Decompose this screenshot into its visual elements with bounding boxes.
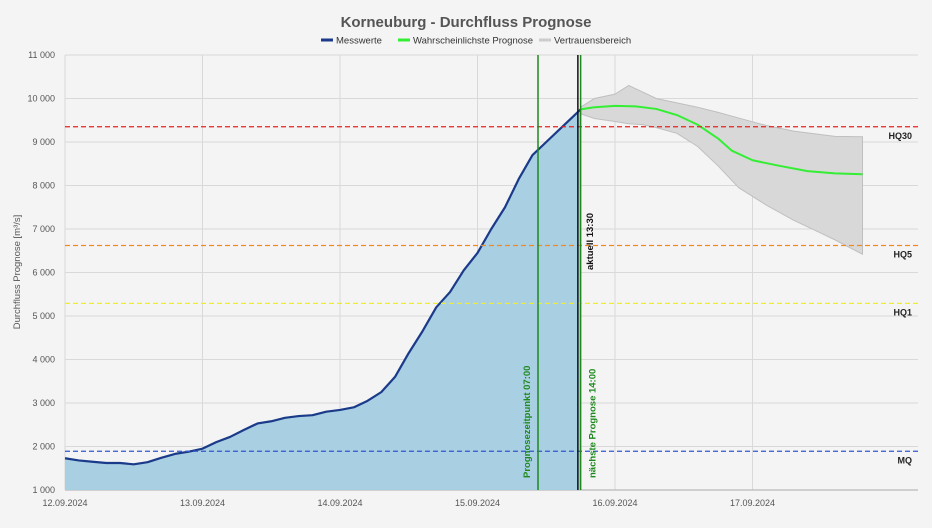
y-tick-label: 6 000: [32, 268, 55, 278]
y-tick-label: 10 000: [27, 94, 55, 104]
x-tick-label: 17.09.2024: [730, 498, 775, 508]
vertical-marker-label: Prognosezeitpunkt 07:00: [522, 366, 533, 478]
threshold-label: HQ5: [893, 250, 912, 260]
legend: Messwerte Wahrscheinlichste Prognose Vertr…: [321, 36, 631, 47]
x-tick-label: 16.09.2024: [592, 498, 637, 508]
y-tick-label: 4 000: [32, 355, 55, 365]
measured-area: [65, 109, 581, 490]
vertical-marker-label: aktuell 13:30: [585, 213, 596, 270]
y-axis-label: Durchfluss Prognose [m³/s]: [12, 215, 23, 330]
threshold-label: HQ1: [893, 307, 912, 317]
threshold-lines: HQ30 HQ5 HQ1 MQ: [65, 126, 918, 465]
y-tick-label: 9 000: [32, 137, 55, 147]
threshold-label: MQ: [898, 455, 913, 465]
y-tick-label: 7 000: [32, 224, 55, 234]
legend-label: Vertrauensbereich: [554, 36, 631, 47]
y-tick-label: 8 000: [32, 181, 55, 191]
confidence-band: [580, 84, 863, 256]
legend-label: Wahrscheinlichste Prognose: [413, 36, 533, 47]
y-axis: 1 000 2 000 3 000 4 000 5 000 6 000 7 000 8 000…: [27, 50, 55, 495]
legend-item: Messwerte: [321, 36, 382, 47]
x-tick-label: 12.09.2024: [42, 498, 87, 508]
y-tick-label: 1 000: [32, 485, 55, 495]
y-tick-label: 5 000: [32, 311, 55, 321]
vertical-marker-label: nächste Prognose 14:00: [588, 369, 599, 478]
threshold-label: HQ30: [888, 131, 912, 141]
legend-label: Messwerte: [336, 36, 382, 47]
x-tick-label: 15.09.2024: [455, 498, 500, 508]
x-tick-label: 14.09.2024: [317, 498, 362, 508]
measured-line: [64, 108, 582, 466]
vertical-markers: Prognosezeitpunkt 07:00 aktuell 13:30 näch…: [522, 55, 599, 490]
forecast-line: [580, 104, 863, 176]
y-tick-label: 2 000: [32, 442, 55, 452]
legend-item: Wahrscheinlichste Prognose: [398, 36, 533, 47]
x-tick-label: 13.09.2024: [180, 498, 225, 508]
legend-item: Vertrauensbereich: [539, 36, 631, 47]
plot-area: [64, 84, 863, 490]
y-tick-label: 3 000: [32, 398, 55, 408]
y-tick-label: 11 000: [28, 50, 55, 60]
chart-title: Korneuburg - Durchfluss Prognose: [341, 14, 592, 31]
